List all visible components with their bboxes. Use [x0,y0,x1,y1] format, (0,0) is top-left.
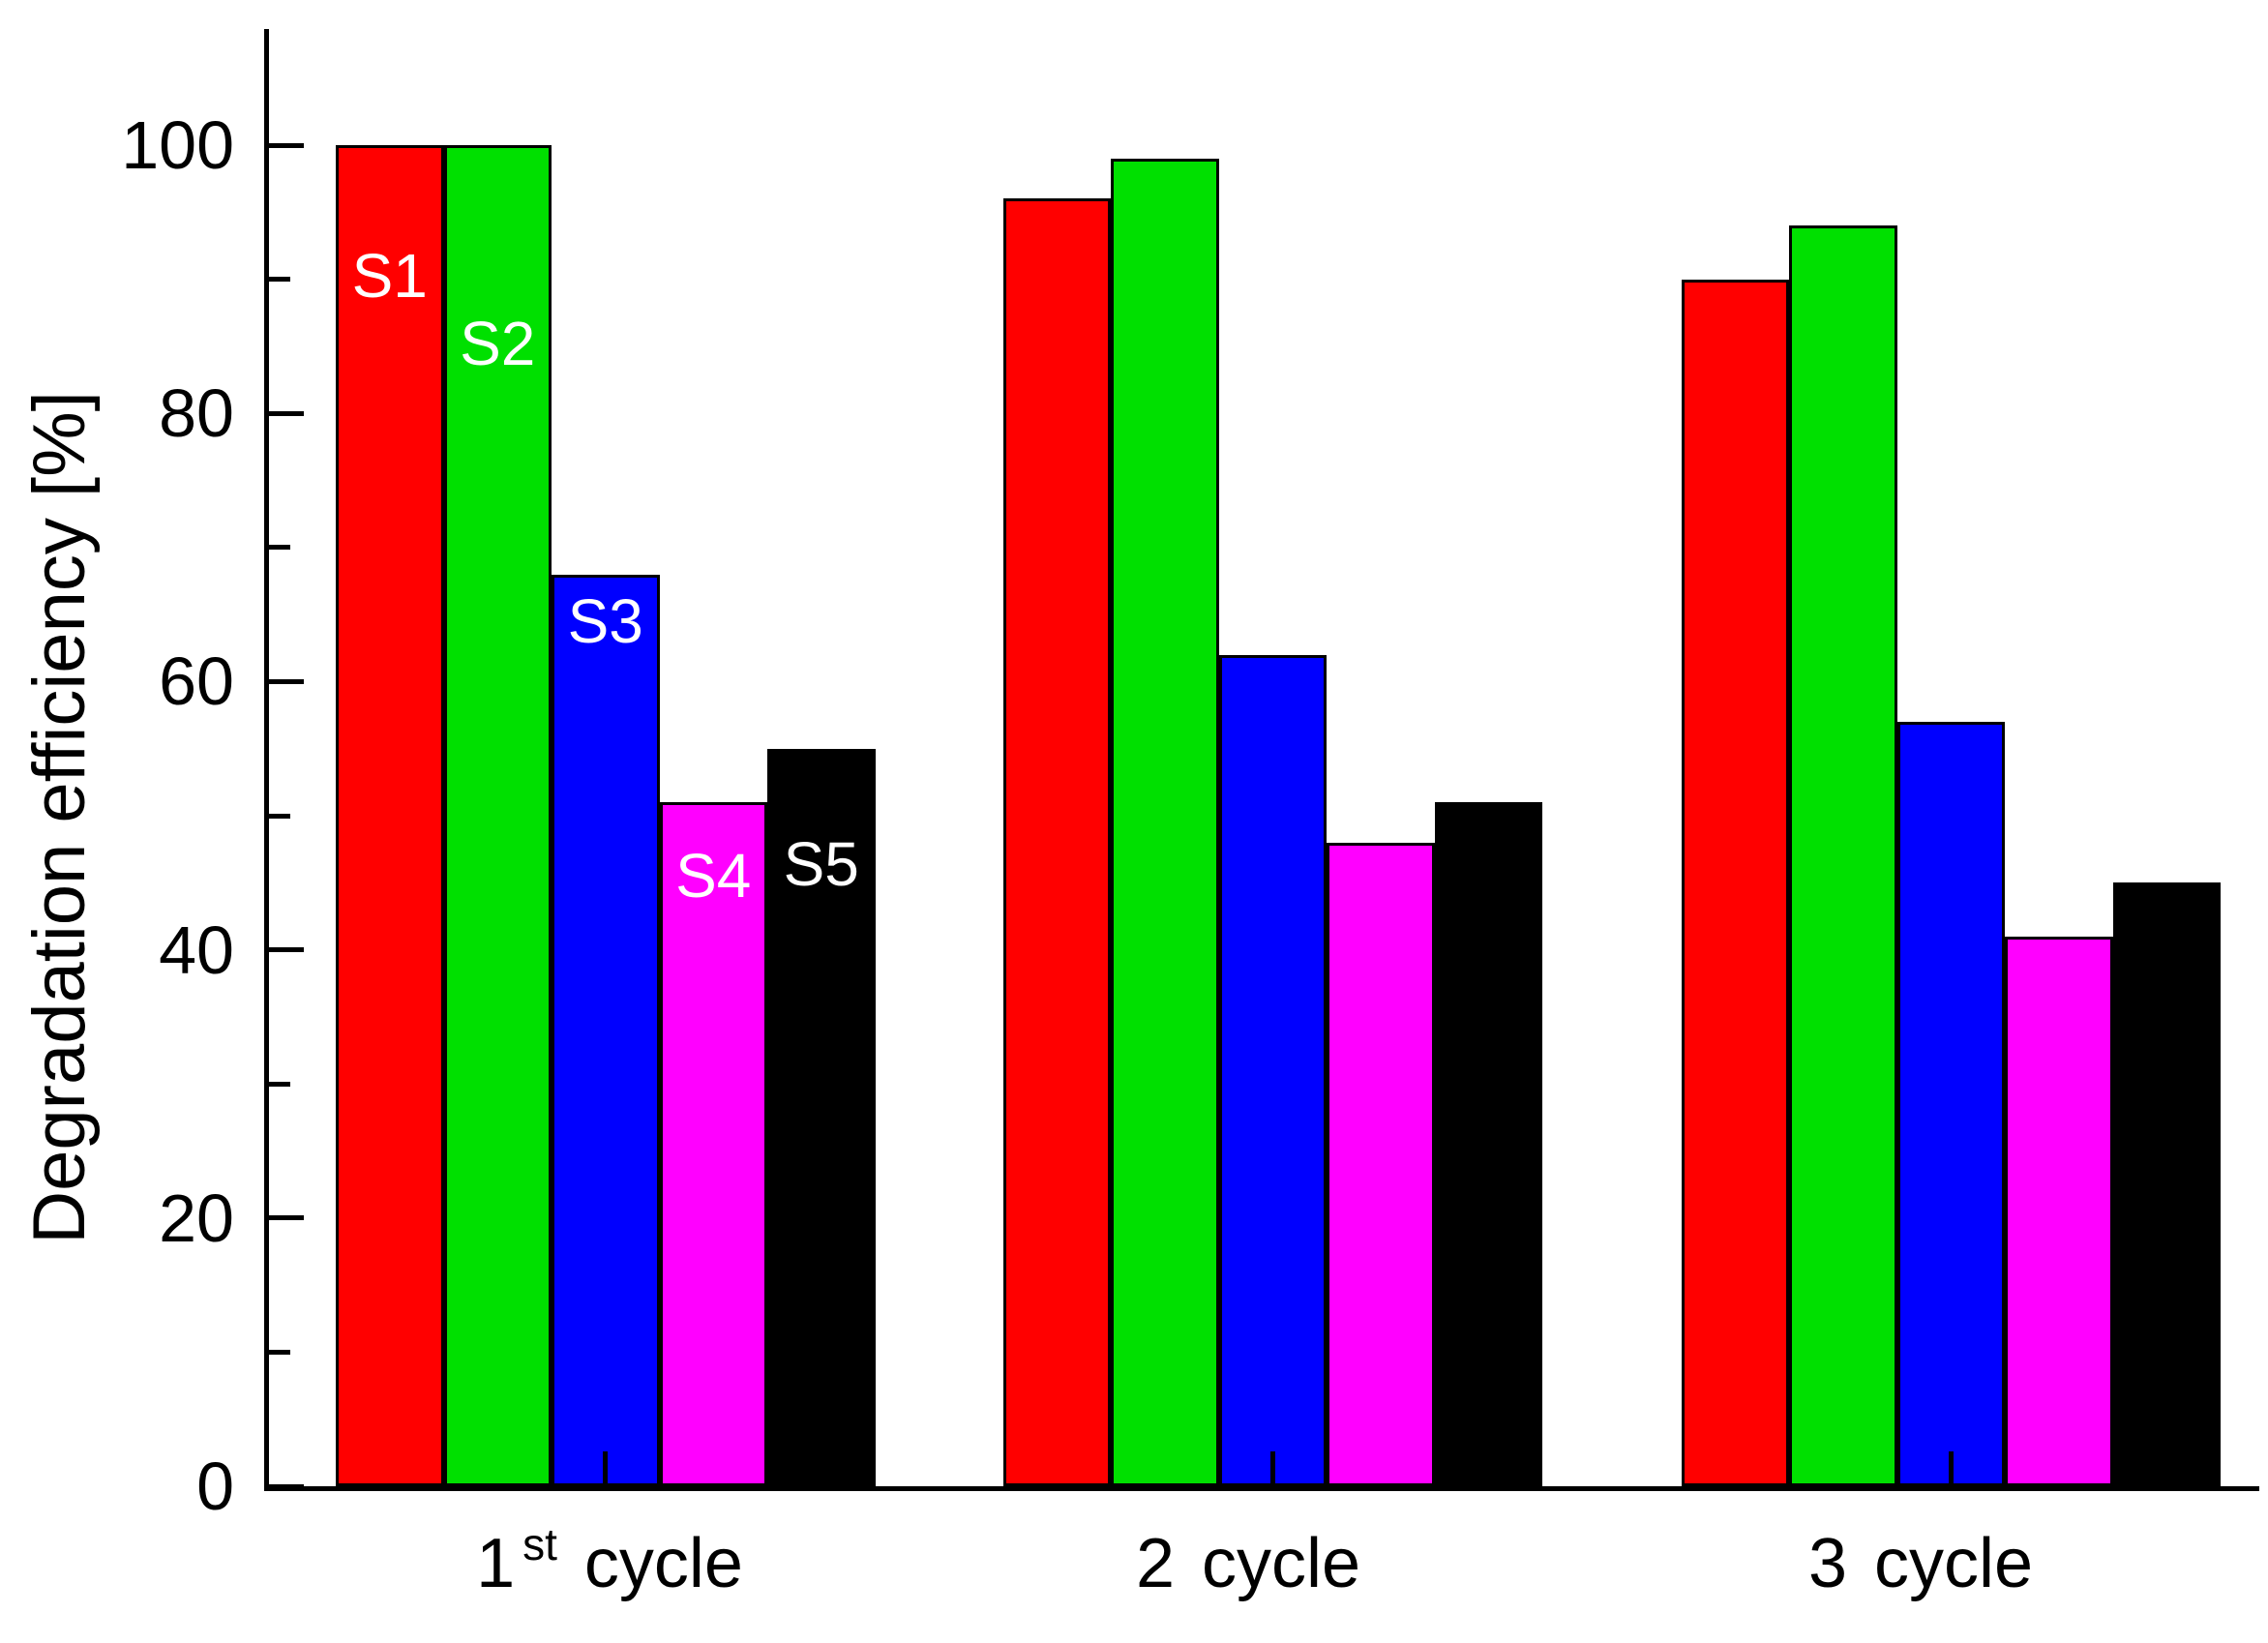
x-major-tick [1948,1451,1954,1486]
x-category-label-3: 3 cycle [1808,1525,2033,1602]
y-tick-label: 0 [196,1449,234,1524]
y-tick-label: 80 [159,375,234,452]
bar-s2-group2 [1111,158,1219,1486]
y-major-tick [269,142,304,148]
bar-s5-group3 [2112,882,2221,1486]
y-minor-tick [269,813,290,819]
y-major-tick [269,678,304,684]
bar-s5-group1 [767,748,876,1486]
bar-s3-group3 [1896,721,2005,1486]
y-tick-label: 60 [159,643,234,720]
bar-s4-group3 [2005,936,2113,1486]
series-label-s4: S4 [675,841,752,911]
series-label-s1: S1 [351,241,428,311]
y-major-tick [269,947,304,953]
y-tick-label: 20 [159,1180,234,1256]
bar-s5-group2 [1434,802,1542,1486]
bar-s1-group2 [1002,198,1111,1486]
y-minor-tick [269,1349,290,1355]
series-label-s3: S3 [567,585,643,656]
x-category-number: 3 [1807,1525,1847,1602]
x-category-word: cycle [583,1525,743,1602]
y-tick-label: 100 [121,107,234,183]
series-label-s2: S2 [460,309,536,378]
bar-s1-group3 [1681,279,1789,1486]
y-minor-tick [269,1081,290,1087]
bar-s4-group1 [659,802,767,1486]
series-label-s5: S5 [783,828,859,899]
bar-s3-group2 [1218,654,1327,1486]
y-major-tick [269,410,304,416]
y-major-tick [269,1483,304,1489]
x-axis-line [264,1486,2259,1491]
y-tick-label: 40 [159,911,234,988]
y-minor-tick [269,545,290,551]
y-axis-line [264,29,269,1491]
x-category-word: cycle [1202,1525,1361,1602]
y-major-tick [269,1215,304,1221]
bar-s2-group1 [443,145,552,1486]
bar-s3-group1 [552,574,660,1486]
x-category-ordinal-suffix: st [522,1519,557,1569]
bar-s4-group2 [1327,842,1435,1486]
y-axis-title: Degradation efficiency [%] [18,391,101,1244]
bar-s2-group3 [1789,225,1897,1486]
y-minor-tick [269,277,290,283]
bar-s1-group1 [336,145,444,1486]
x-category-number: 2 [1135,1525,1175,1602]
x-category-word: cycle [1874,1525,2034,1602]
x-category-number: 1 [476,1525,516,1602]
x-major-tick [1269,1451,1275,1486]
x-major-tick [603,1451,609,1486]
x-category-label-2: 2 cycle [1136,1525,1360,1602]
